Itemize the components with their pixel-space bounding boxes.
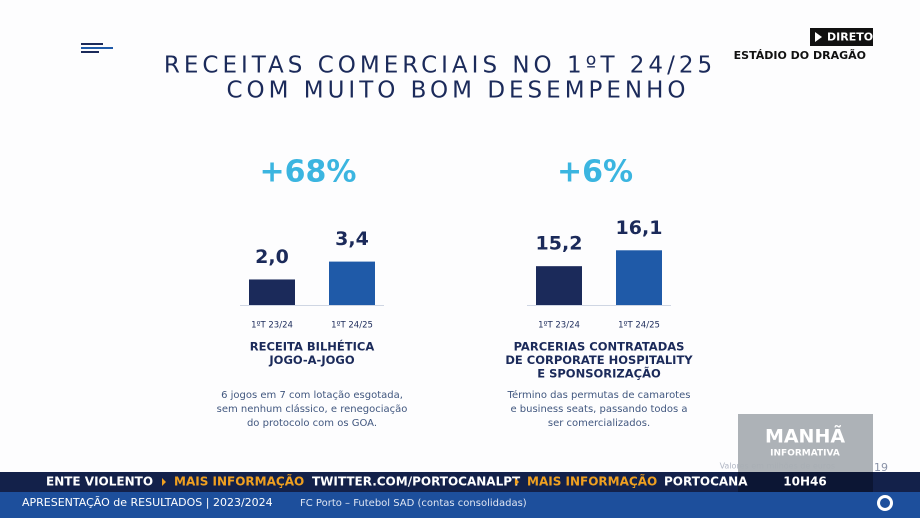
value-label: 3,4 — [335, 228, 369, 250]
chart-title: JOGO-A-JOGO — [268, 353, 354, 367]
category-label: 1ºT 24/25 — [618, 321, 660, 331]
bottom-text: APRESENTAÇÃO de RESULTADOS | 2023/2024 — [22, 496, 273, 509]
bar — [616, 250, 662, 305]
bar — [536, 266, 582, 305]
slide-title: RECEITAS COMERCIAIS NO 1ºT 24/25 — [164, 53, 716, 79]
chart-title: PARCERIAS CONTRATADAS — [514, 340, 685, 354]
ticker-bar — [0, 472, 920, 492]
show-name: INFORMATIVA — [770, 449, 840, 459]
value-label: 15,2 — [536, 233, 583, 255]
bar — [249, 279, 295, 305]
annotation: +6% — [557, 155, 633, 190]
location: ESTÁDIO DO DRAGÃO — [734, 49, 866, 62]
chart-note: sem nenhum clássico, e renegociação — [217, 403, 408, 415]
slide-title: COM MUITO BOM DESEMPENHO — [226, 78, 689, 104]
logo — [81, 43, 113, 53]
category-label: 1ºT 23/24 — [251, 321, 293, 331]
chart-note: e business seats, passando todos a — [510, 404, 687, 415]
live-icon — [815, 32, 822, 42]
ticker-text: ENTE VIOLENTO — [46, 475, 153, 489]
category-label: 1ºT 24/25 — [331, 321, 373, 331]
ticker-text: TWITTER.COM/PORTOCANALPT — [312, 475, 521, 489]
chart-title: DE CORPORATE HOSPITALITY — [505, 353, 693, 367]
chart-note: 6 jogos em 7 com lotação esgotada, — [221, 390, 403, 401]
chart-title: E SPONSORIZAÇÃO — [537, 366, 661, 381]
value-label: 2,0 — [255, 246, 289, 268]
ticker-arrow — [515, 478, 519, 486]
clock: 10H46 — [783, 475, 826, 489]
chart-title: RECEITA BILHÉTICA — [250, 339, 375, 354]
page-number: 19 — [874, 461, 888, 474]
ticker-arrow — [162, 478, 166, 486]
category-label: 1ºT 23/24 — [538, 321, 580, 331]
show-box — [738, 414, 873, 472]
bottom-bar — [0, 492, 920, 518]
live-label: DIRETO — [827, 31, 873, 44]
show-name: MANHÃ — [765, 424, 845, 448]
bar — [329, 261, 375, 305]
ticker-text: MAIS INFORMAÇÃO — [174, 474, 304, 489]
clock-box — [738, 472, 873, 492]
club-crest — [880, 498, 890, 508]
bottom-text: FC Porto – Futebol SAD (contas consolida… — [300, 498, 527, 509]
chart-note: do protocolo com os GOA. — [247, 418, 377, 429]
annotation: +68% — [260, 155, 357, 190]
value-label: 16,1 — [616, 217, 663, 239]
chart-note: Término das permutas de camarotes — [507, 389, 691, 401]
ticker-text: PORTOCANA — [664, 475, 748, 489]
live-badge — [810, 28, 873, 46]
ticker-text: MAIS INFORMAÇÃO — [527, 474, 657, 489]
chart-note: ser comercializados. — [548, 418, 650, 429]
